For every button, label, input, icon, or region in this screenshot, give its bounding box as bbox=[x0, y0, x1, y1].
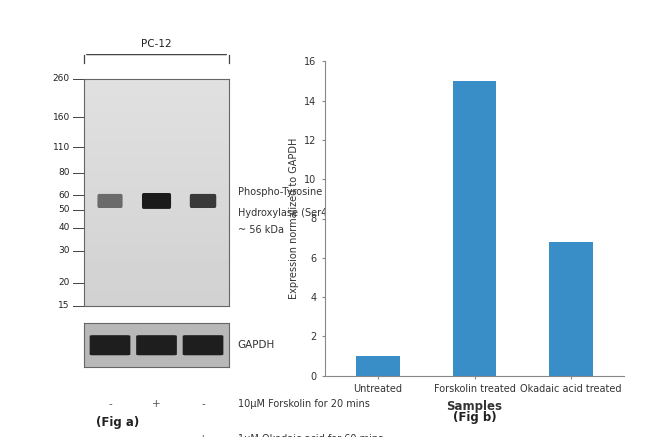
Text: (Fig b): (Fig b) bbox=[452, 411, 497, 424]
Text: 15: 15 bbox=[58, 302, 70, 310]
Text: 40: 40 bbox=[58, 223, 70, 232]
Text: 20: 20 bbox=[58, 278, 70, 288]
Text: PC-12: PC-12 bbox=[141, 39, 172, 49]
Text: -: - bbox=[201, 399, 205, 409]
Bar bbox=[453, 81, 496, 376]
Text: GAPDH: GAPDH bbox=[238, 340, 275, 350]
Text: -: - bbox=[108, 399, 112, 409]
FancyBboxPatch shape bbox=[183, 335, 224, 355]
Bar bbox=[549, 242, 593, 376]
FancyBboxPatch shape bbox=[136, 335, 177, 355]
Text: 10μM Forskolin for 20 mins: 10μM Forskolin for 20 mins bbox=[238, 399, 369, 409]
Text: -: - bbox=[155, 434, 159, 437]
Y-axis label: Expression normalized to GAPDH: Expression normalized to GAPDH bbox=[289, 138, 299, 299]
Text: 50: 50 bbox=[58, 205, 70, 215]
Text: -: - bbox=[108, 434, 112, 437]
Text: 160: 160 bbox=[53, 113, 70, 122]
FancyBboxPatch shape bbox=[190, 194, 216, 208]
Text: 80: 80 bbox=[58, 168, 70, 177]
Text: 60: 60 bbox=[58, 191, 70, 200]
Text: 110: 110 bbox=[53, 143, 70, 152]
Text: 1μM Okadaic acid for 60 mins: 1μM Okadaic acid for 60 mins bbox=[238, 434, 383, 437]
Text: (Fig a): (Fig a) bbox=[96, 416, 139, 429]
FancyBboxPatch shape bbox=[142, 193, 171, 209]
Text: Phospho-Tyrosine: Phospho-Tyrosine bbox=[238, 187, 322, 197]
Text: Hydroxylase (Ser40): Hydroxylase (Ser40) bbox=[238, 208, 337, 218]
X-axis label: Samples: Samples bbox=[447, 400, 502, 413]
Text: +: + bbox=[199, 434, 207, 437]
FancyBboxPatch shape bbox=[90, 335, 131, 355]
Bar bbox=[356, 356, 400, 376]
Text: 260: 260 bbox=[53, 74, 70, 83]
Text: 30: 30 bbox=[58, 246, 70, 255]
FancyBboxPatch shape bbox=[98, 194, 123, 208]
Text: +: + bbox=[152, 399, 161, 409]
Text: ~ 56 kDa: ~ 56 kDa bbox=[238, 225, 283, 235]
